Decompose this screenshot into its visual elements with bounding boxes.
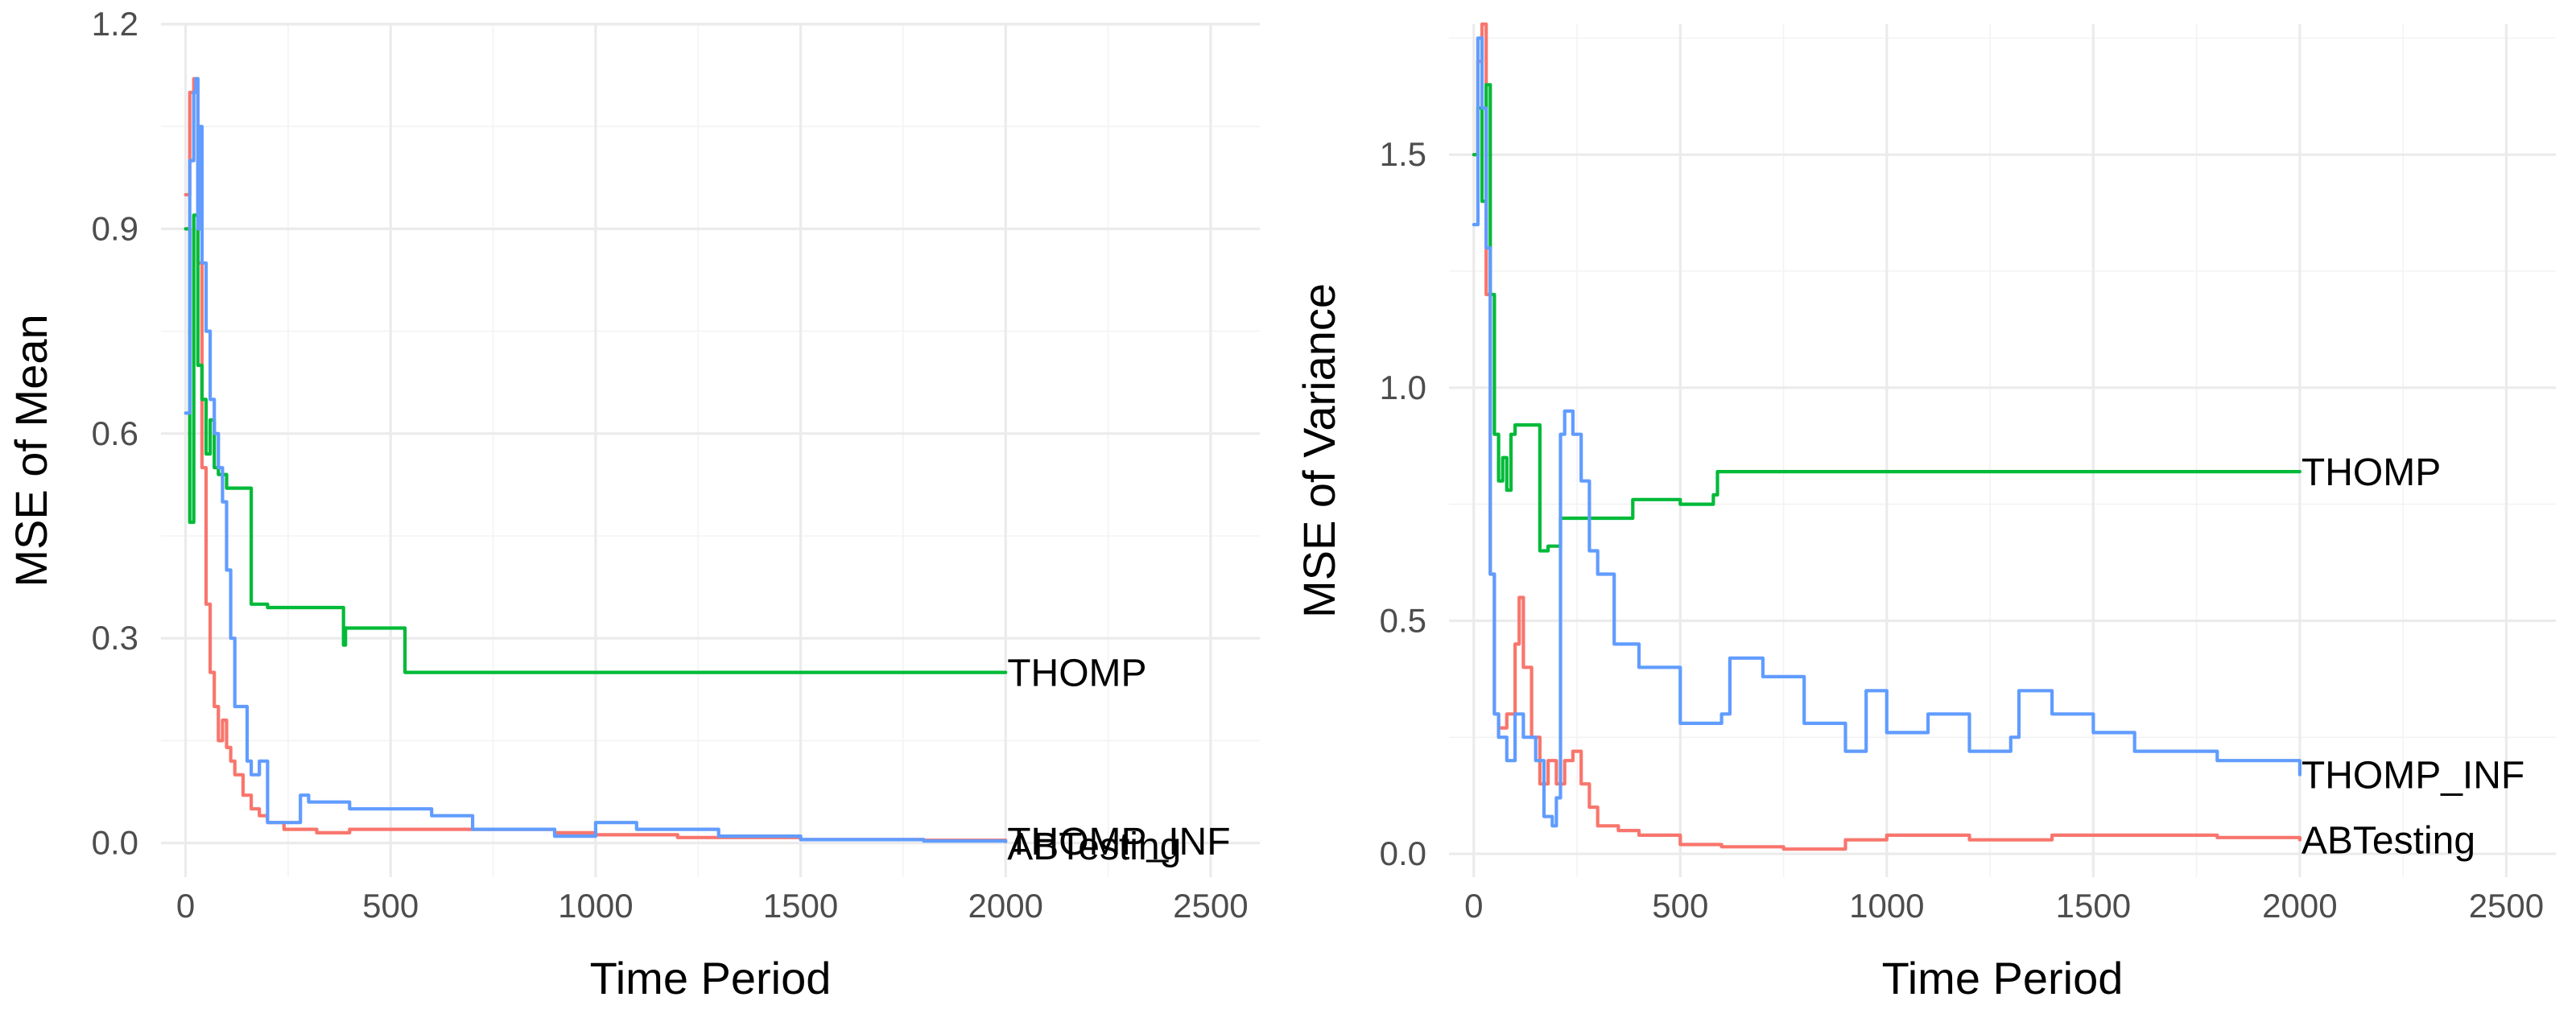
end-label-abtesting: ABTesting bbox=[1007, 826, 1181, 868]
y-axis-title: MSE of Variance bbox=[1294, 283, 1344, 618]
end-label-thomp: THOMP bbox=[1007, 653, 1146, 695]
series-line-thomp bbox=[1472, 83, 2301, 553]
x-tick-label: 500 bbox=[362, 887, 419, 925]
x-tick-label: 2000 bbox=[2262, 887, 2337, 925]
series-line-thomp-inf bbox=[1472, 36, 2301, 828]
end-label-abtesting: ABTesting bbox=[2301, 820, 2475, 863]
y-tick-label: 1.0 bbox=[1380, 369, 1426, 406]
x-axis-title: Time Period bbox=[1882, 953, 2124, 1003]
series-line-abtesting bbox=[184, 76, 1008, 843]
panel-variance: 0 500 1000 1500 2000 2500 0.0 0.5 1.0 1.5 THOMP THO… bbox=[1294, 22, 2556, 1003]
x-tick-label: 2500 bbox=[1173, 887, 1248, 925]
x-tick-label: 1500 bbox=[2056, 887, 2131, 925]
series-line-thomp bbox=[184, 213, 1008, 674]
y-tick-label: 0.9 bbox=[92, 209, 138, 247]
x-tick-label: 1500 bbox=[763, 887, 838, 925]
y-tick-label: 0.3 bbox=[92, 619, 138, 657]
end-label-thomp: THOMP bbox=[2301, 451, 2441, 494]
y-tick-label: 0.0 bbox=[92, 824, 138, 862]
x-tick-label: 1000 bbox=[558, 887, 633, 925]
x-tick-label: 1000 bbox=[1849, 887, 1924, 925]
series-line-thomp-inf bbox=[184, 76, 1008, 843]
x-tick-label: 0 bbox=[176, 887, 195, 925]
x-tick-label: 2500 bbox=[2469, 887, 2544, 925]
x-axis-title: Time Period bbox=[590, 953, 832, 1003]
y-axis-title: MSE of Mean bbox=[6, 314, 56, 587]
y-tick-label: 0.0 bbox=[1380, 834, 1426, 872]
y-tick-label: 1.5 bbox=[1380, 135, 1426, 173]
x-tick-label: 2000 bbox=[968, 887, 1042, 925]
y-tick-label: 0.6 bbox=[92, 414, 138, 452]
x-tick-label: 0 bbox=[1464, 887, 1483, 925]
y-tick-label: 0.5 bbox=[1380, 601, 1426, 639]
panel-mean: 0 500 1000 1500 2000 2500 0.0 0.3 0.6 0.9 1.2 THOMP… bbox=[6, 5, 1260, 1003]
x-tick-label: 500 bbox=[1652, 887, 1708, 925]
end-label-thomp-inf: THOMP_INF bbox=[1007, 821, 1230, 863]
end-label-thomp-inf: THOMP_INF bbox=[2301, 755, 2524, 797]
y-tick-label: 1.2 bbox=[92, 5, 138, 43]
